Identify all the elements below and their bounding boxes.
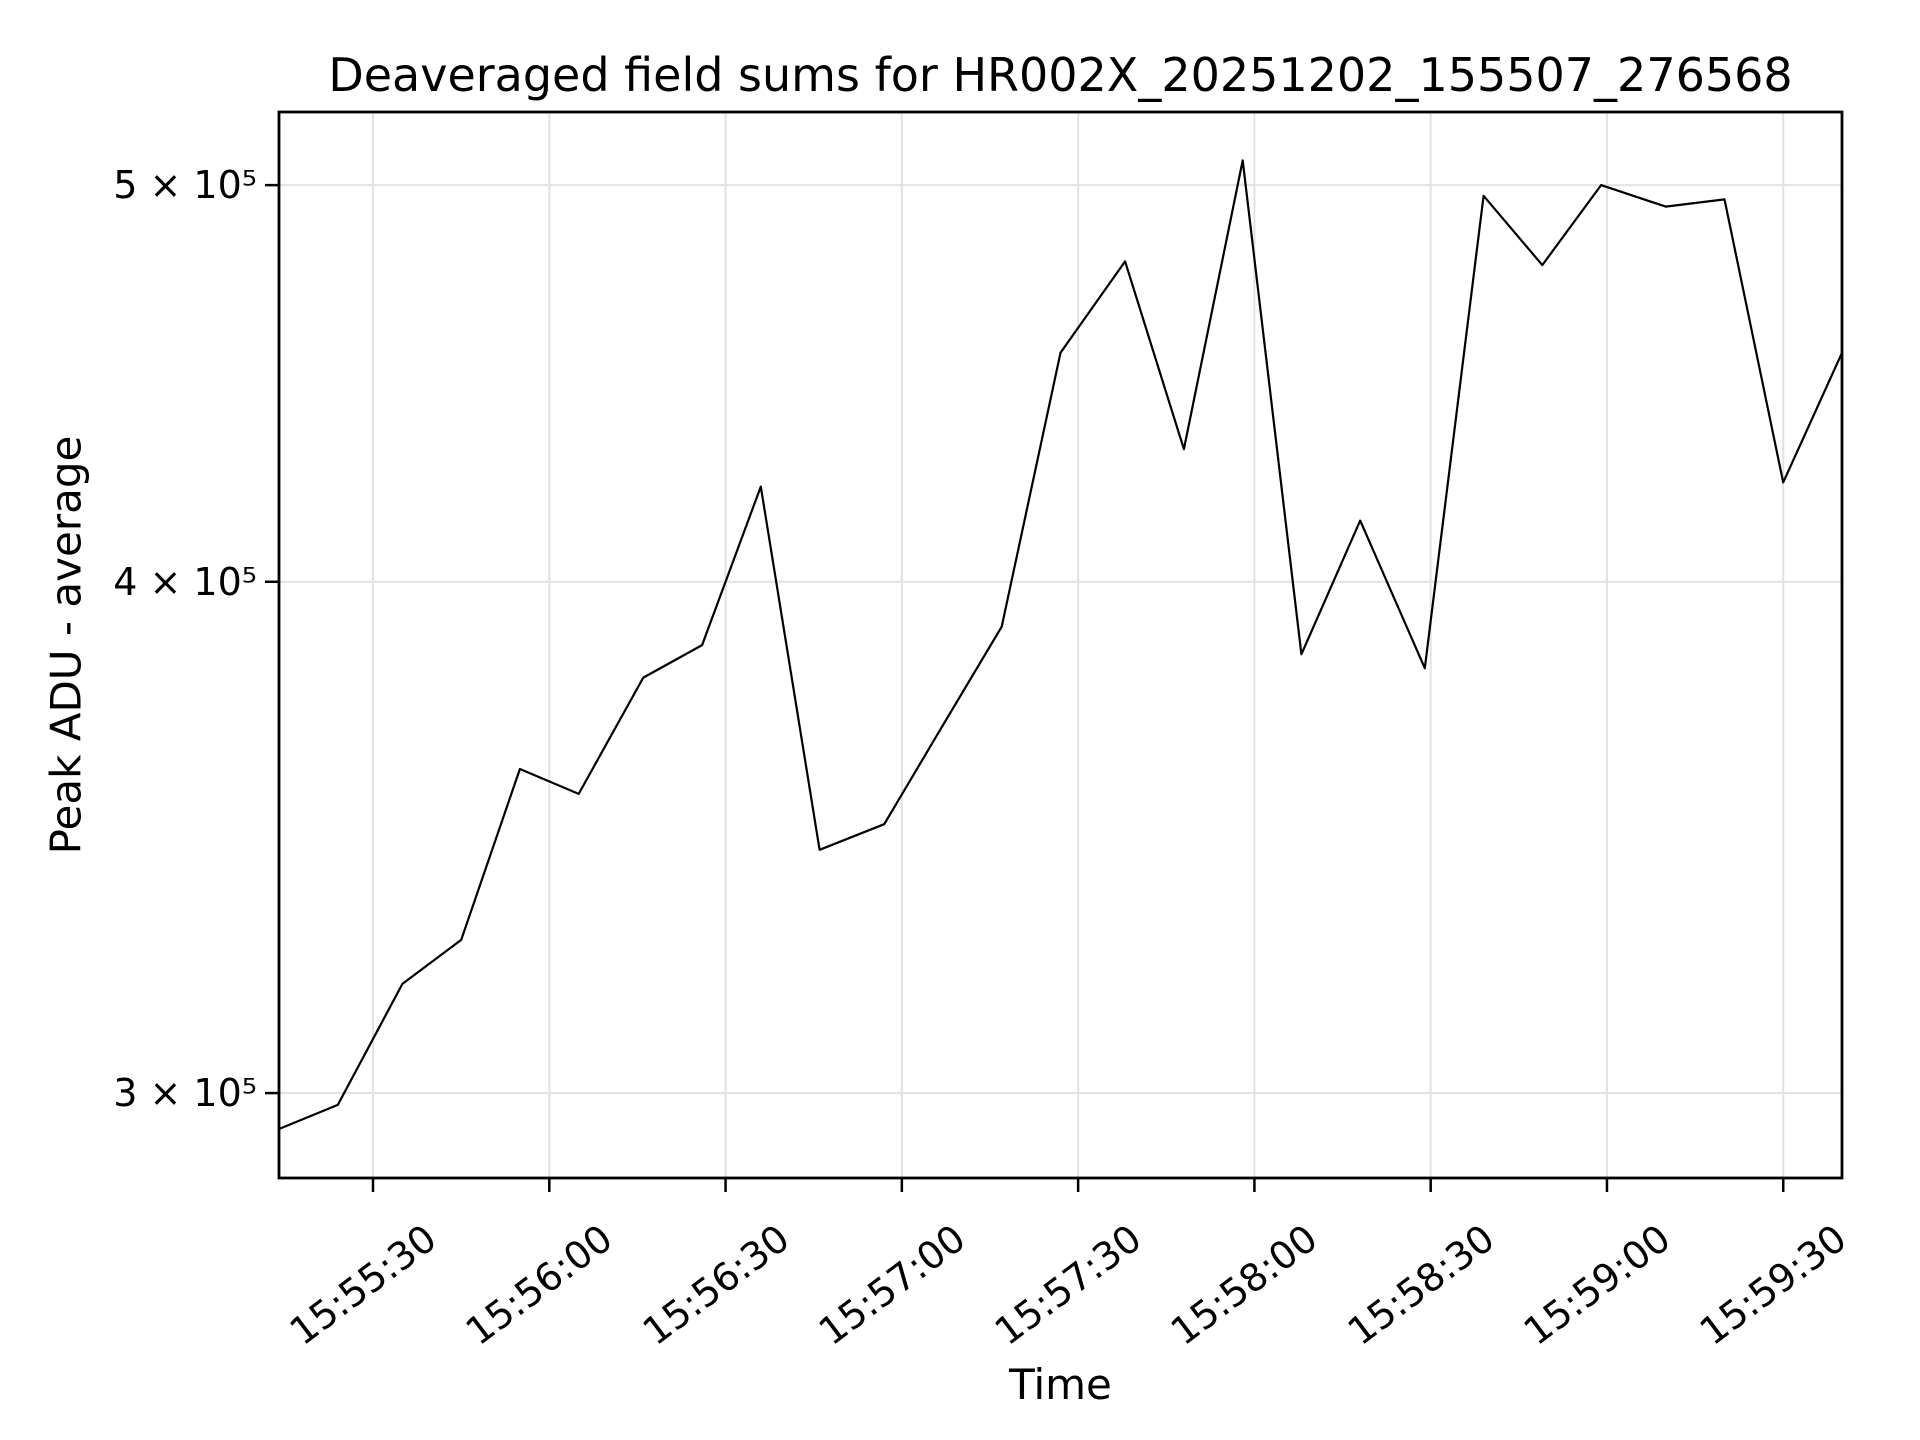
- axes-spines: [277, 110, 1844, 1180]
- y-axis-label: Peak ADU - average: [41, 435, 91, 855]
- y-tick-label: 4 × 10⁵: [113, 559, 257, 604]
- y-tick-label: 5 × 10⁵: [113, 163, 257, 208]
- y-tick-label: 3 × 10⁵: [113, 1071, 257, 1116]
- series-deaveraged-field-sum: [278, 159, 1844, 1131]
- x-axis-label: Time: [1009, 1360, 1112, 1409]
- chart-title: Deaveraged field sums for HR002X_2025120…: [328, 48, 1793, 102]
